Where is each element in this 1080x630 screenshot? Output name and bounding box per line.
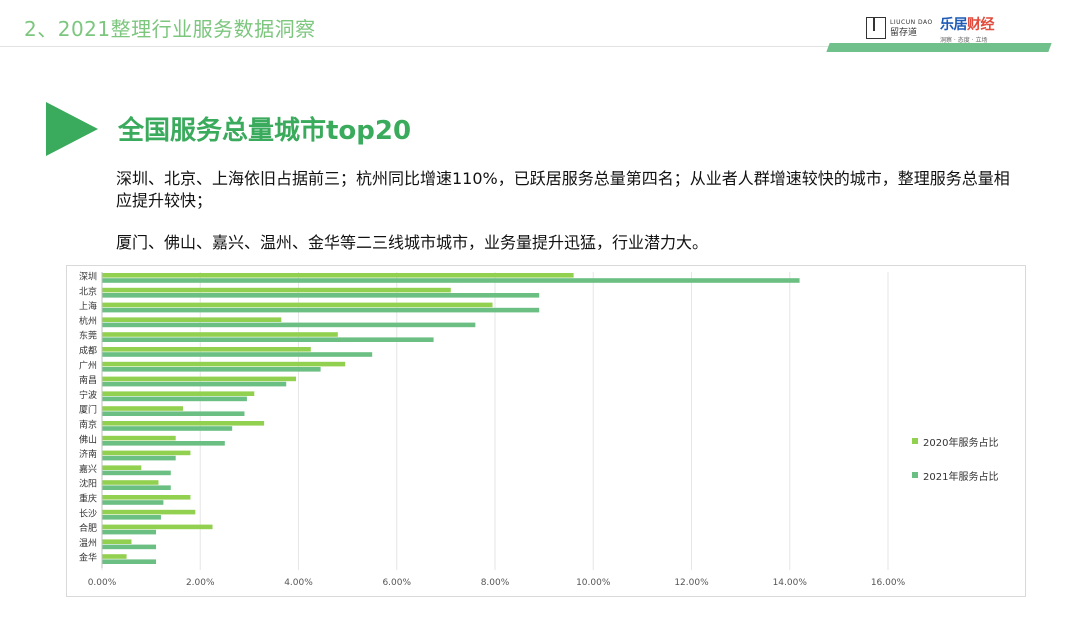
bar-2020 bbox=[102, 539, 132, 544]
y-category-label: 成都 bbox=[79, 345, 97, 357]
bar-2021 bbox=[102, 411, 245, 416]
bar-2021 bbox=[102, 441, 225, 446]
bar-2021 bbox=[102, 337, 434, 342]
bar-2020 bbox=[102, 406, 184, 411]
summary-paragraph-1: 深圳、北京、上海依旧占据前三；杭州同比增速110%，已跃居服务总量第四名；从业者… bbox=[116, 169, 1010, 210]
bar-2020 bbox=[102, 524, 213, 530]
y-category-label: 杭州 bbox=[79, 315, 97, 327]
bar-2021 bbox=[102, 307, 540, 313]
bar-2020 bbox=[102, 302, 493, 308]
y-category-label: 重庆 bbox=[79, 493, 97, 505]
bar-2021 bbox=[102, 367, 321, 372]
leju-logo-part-a: 乐居 bbox=[940, 17, 968, 33]
bar-2021 bbox=[102, 426, 233, 431]
y-category-label: 北京 bbox=[79, 285, 97, 297]
legend-item-2021: 2021年服务占比 bbox=[912, 458, 998, 492]
y-category-label: 南昌 bbox=[79, 374, 97, 386]
y-category-label: 长沙 bbox=[79, 507, 97, 519]
bar-2021 bbox=[102, 500, 164, 505]
y-category-label: 广州 bbox=[79, 359, 97, 371]
header-title: 2、2021整理行业服务数据洞察 bbox=[24, 17, 316, 41]
liucundao-logo-text: LIUCUN DAO 留存道 bbox=[890, 19, 933, 38]
y-category-label: 东莞 bbox=[79, 330, 97, 342]
legend-label-2021: 2021年服务占比 bbox=[923, 471, 999, 483]
bar-2020 bbox=[102, 421, 265, 426]
y-category-label: 金华 bbox=[79, 552, 97, 564]
bar-2021 bbox=[102, 559, 157, 564]
bar-2020 bbox=[102, 317, 282, 322]
bar-2021 bbox=[102, 470, 171, 476]
bar-2020 bbox=[102, 495, 191, 500]
header-divider bbox=[0, 46, 1045, 47]
bar-2021 bbox=[102, 322, 476, 328]
legend-item-2020: 2020年服务占比 bbox=[912, 424, 998, 458]
y-category-label: 佛山 bbox=[79, 433, 97, 445]
bar-2020 bbox=[102, 450, 191, 456]
legend-swatch-2020 bbox=[912, 438, 918, 444]
y-category-label: 合肥 bbox=[79, 522, 97, 534]
liucundao-logo-mark bbox=[866, 17, 886, 39]
bar-2020 bbox=[102, 391, 255, 396]
x-tick-label: 12.00% bbox=[674, 578, 709, 588]
legend-label-2020: 2020年服务占比 bbox=[923, 437, 999, 449]
y-category-label: 嘉兴 bbox=[79, 463, 97, 475]
x-tick-label: 16.00% bbox=[871, 578, 906, 588]
bar-2020 bbox=[102, 465, 142, 470]
bar-2020 bbox=[102, 361, 346, 367]
section-title: 全国服务总量城市top20 bbox=[118, 116, 412, 146]
y-category-label: 厦门 bbox=[79, 404, 97, 416]
x-tick-label: 14.00% bbox=[773, 578, 808, 588]
bar-2021 bbox=[102, 352, 373, 357]
bar-2020 bbox=[102, 273, 574, 278]
y-category-label: 温州 bbox=[79, 538, 97, 549]
leju-caijing-logo: 乐居财经 洞察 · 态度 · 立场 bbox=[940, 14, 995, 44]
bar-2021 bbox=[102, 381, 287, 387]
bar-2021 bbox=[102, 544, 157, 550]
leju-caijing-logo-sub: 洞察 · 态度 · 立场 bbox=[940, 37, 988, 44]
legend-swatch-2021 bbox=[912, 472, 918, 478]
bar-2020 bbox=[102, 287, 451, 293]
bar-2021 bbox=[102, 293, 540, 298]
chart-frame bbox=[66, 265, 1026, 597]
y-category-label: 济南 bbox=[79, 448, 97, 460]
liucundao-logo: LIUCUN DAO 留存道 bbox=[866, 14, 933, 42]
x-tick-label: 6.00% bbox=[382, 578, 411, 588]
bar-2021 bbox=[102, 485, 171, 490]
bar-2020 bbox=[102, 347, 311, 352]
y-category-label: 深圳 bbox=[79, 272, 97, 283]
bar-2020 bbox=[102, 435, 176, 441]
bar-2021 bbox=[102, 278, 800, 283]
x-tick-label: 10.00% bbox=[576, 578, 611, 588]
bar-2020 bbox=[102, 509, 196, 515]
bar-2021 bbox=[102, 396, 247, 402]
y-category-label: 沈阳 bbox=[79, 478, 97, 490]
bar-2021 bbox=[102, 529, 157, 535]
liucundao-logo-cn: 留存道 bbox=[890, 28, 918, 38]
section-marker-triangle bbox=[46, 102, 98, 156]
x-tick-label: 0.00% bbox=[88, 578, 117, 588]
liucundao-logo-en: LIUCUN DAO bbox=[890, 19, 933, 26]
bar-2021 bbox=[102, 515, 161, 520]
leju-caijing-logo-main: 乐居财经 bbox=[940, 14, 995, 34]
bar-2020 bbox=[102, 332, 338, 337]
y-category-label: 宁波 bbox=[79, 389, 97, 401]
chart-legend: 2020年服务占比 2021年服务占比 bbox=[912, 424, 998, 492]
x-tick-label: 2.00% bbox=[186, 578, 215, 588]
x-tick-label: 8.00% bbox=[481, 578, 510, 588]
leju-logo-part-b: 财经 bbox=[967, 17, 995, 33]
y-category-label: 南京 bbox=[79, 419, 97, 431]
bar-2020 bbox=[102, 376, 297, 382]
y-category-label: 上海 bbox=[79, 300, 97, 312]
summary-paragraph-2: 厦门、佛山、嘉兴、温州、金华等二三线城市城市，业务量提升迅猛，行业潜力大。 bbox=[116, 233, 709, 252]
bar-2021 bbox=[102, 455, 176, 461]
x-tick-label: 4.00% bbox=[284, 578, 313, 588]
bar-2020 bbox=[102, 480, 159, 485]
bar-2020 bbox=[102, 554, 127, 559]
